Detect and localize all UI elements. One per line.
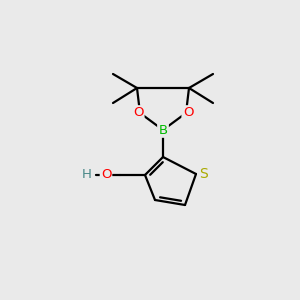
Text: –: – bbox=[94, 169, 100, 182]
Text: O: O bbox=[133, 106, 143, 119]
Text: H: H bbox=[82, 169, 92, 182]
Text: S: S bbox=[199, 167, 207, 181]
Text: O: O bbox=[183, 106, 193, 119]
Text: O: O bbox=[101, 169, 111, 182]
Text: B: B bbox=[158, 124, 168, 136]
